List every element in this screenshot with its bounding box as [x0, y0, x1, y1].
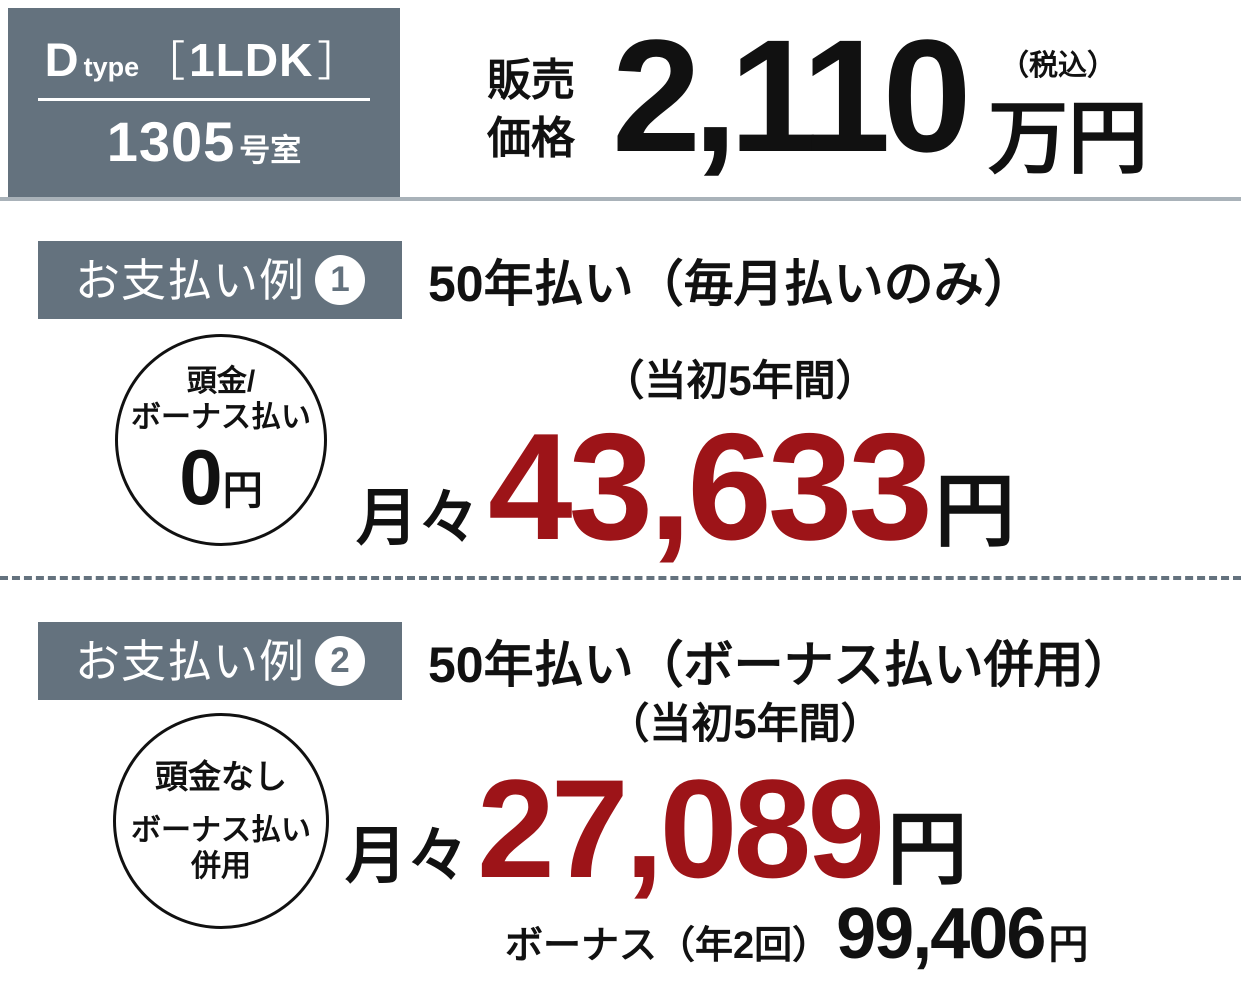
example2-bonus-amount: 99,406 — [836, 894, 1046, 974]
example2-badge: お支払い例 2 — [38, 622, 402, 700]
unit-type-box: D type ［ 1LDK ］ 1305 号室 — [8, 8, 400, 197]
example2-circle-line2: ボーナス払い — [131, 813, 311, 847]
example1-title: 50年払い（毎月払いのみ） — [428, 256, 1034, 312]
example1-monthly-unit: 円 — [934, 467, 1015, 556]
example2-circle: 頭金なし ボーナス払い 併用 — [113, 713, 329, 929]
header-underline — [0, 197, 1241, 201]
example2-monthly-amount: 27,089 — [477, 750, 885, 907]
example2-monthly-row: 月々 27,089 円 — [345, 748, 967, 909]
price-amount: 2,110 — [612, 6, 972, 185]
example1-circle-unit: 円 — [222, 469, 263, 513]
example2-circle-line1: 頭金なし — [155, 758, 287, 796]
example1-monthly-prefix: 月々 — [356, 484, 481, 553]
example1-circle-line1: 頭金/ — [186, 365, 256, 398]
example2-circle-line3: 併用 — [191, 849, 251, 883]
unit-type-word: type — [83, 51, 140, 82]
example1-badge: お支払い例 1 — [38, 241, 402, 319]
example1-monthly-row: 月々 43,633 円 — [356, 400, 1015, 575]
example1-badge-label: お支払い例 — [74, 254, 305, 306]
example2-badge-label: お支払い例 — [74, 635, 305, 687]
unit-type-letter: D — [44, 32, 79, 86]
example2-bonus-label: ボーナス（年2回） — [505, 925, 831, 967]
room-suffix: 号室 — [239, 132, 302, 168]
price-label-line2: 価格 — [487, 110, 613, 168]
example1-circle-amount-row: 0 円 — [179, 438, 262, 516]
unit-plan: 1LDK — [189, 33, 314, 86]
example1-badge-number: 1 — [315, 255, 365, 305]
unit-box-divider — [38, 97, 370, 101]
example2-title: 50年払い（ボーナス払い併用） — [428, 637, 1134, 693]
bracket-close: ］ — [317, 37, 360, 85]
section-dashed-divider — [0, 576, 1241, 580]
example2-monthly-prefix: 月々 — [345, 822, 470, 891]
example1-period-note: （当初5年間） — [602, 357, 878, 404]
example1-monthly-amount: 43,633 — [488, 402, 933, 572]
bracket-open: ［ — [143, 37, 186, 85]
price-unit: 万円 — [988, 94, 1148, 183]
example1-circle-amount: 0 — [179, 433, 223, 521]
price-label: 販売 価格 — [487, 52, 613, 168]
example2-badge-number: 2 — [315, 636, 365, 686]
price-label-text1: 販売 — [487, 56, 575, 105]
example2-bonus-unit: 円 — [1048, 923, 1089, 967]
room-number: 1305 — [106, 109, 236, 173]
price-tax-note: （税込） — [1000, 50, 1117, 82]
example2-monthly-unit: 円 — [887, 805, 968, 894]
example2-bonus-row: ボーナス（年2回） 99,406 円 — [505, 893, 1088, 976]
example1-circle: 頭金/ ボーナス払い 0 円 — [115, 334, 327, 546]
price-label-line1: 販売 — [487, 52, 613, 110]
price-label-text2: 価格 — [487, 114, 575, 163]
room-line: 1305 号室 — [106, 109, 302, 173]
unit-type-line: D type ［ 1LDK ］ — [45, 36, 364, 83]
example2-period-note: （当初5年間） — [607, 700, 883, 747]
example1-circle-line2: ボーナス払い — [131, 401, 311, 434]
